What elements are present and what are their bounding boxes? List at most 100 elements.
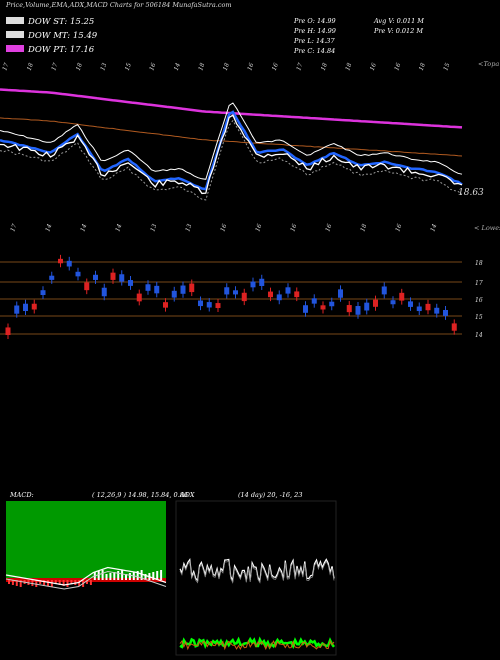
pre-low: Pre L: 14.37	[294, 37, 335, 45]
macd-histogram-bar	[117, 571, 120, 580]
mid-date-tick: 14	[44, 223, 53, 233]
candle-body	[355, 306, 361, 315]
mid-date-tick: 13	[149, 223, 158, 233]
dow-pt-line	[0, 88, 463, 129]
candle-body	[189, 283, 195, 293]
price-level-label: 17	[475, 280, 483, 287]
candle-body	[93, 274, 98, 280]
top-date-tick: 18	[75, 62, 84, 72]
pre-volume: Pre V: 0.012 M	[374, 27, 424, 35]
macd-histogram-bar	[144, 574, 147, 580]
macd-histogram-bar	[54, 580, 57, 584]
macd-histogram-bar	[140, 570, 143, 580]
mid-date-tick: 14	[429, 223, 438, 233]
candle-body	[180, 285, 186, 294]
macd-signal-line	[5, 570, 167, 590]
candle-body	[198, 300, 203, 307]
macd-histogram-bar	[125, 574, 127, 580]
candle-body	[390, 300, 396, 305]
candle-body	[154, 285, 160, 294]
candle-body	[241, 292, 247, 302]
adx-panel	[175, 500, 337, 656]
legend-dow-st: DOW ST: 15.25	[6, 17, 94, 27]
macd-histogram-bar	[15, 580, 18, 586]
candle-body	[346, 305, 352, 313]
macd-histogram-bar	[152, 572, 155, 580]
candle-body	[101, 287, 107, 297]
mid-date-tick: 18	[359, 223, 368, 233]
macd-histogram-bar	[43, 580, 46, 585]
avg-volume: Avg V: 0.011 M	[374, 17, 424, 25]
candle-body	[381, 286, 387, 295]
macd-histogram-bar	[105, 574, 108, 580]
candle-body	[128, 280, 133, 286]
candle-body	[259, 278, 265, 286]
candle-body	[311, 298, 317, 304]
macd-histogram-bar	[47, 580, 49, 586]
macd-histogram-bar	[11, 580, 14, 585]
price-level-label: 18	[475, 260, 483, 267]
ema-long-line	[0, 117, 463, 157]
macd-histogram-bar	[66, 580, 69, 587]
legend-dow-pt: DOW PT: 17.16	[6, 45, 94, 55]
top-date-tick: 17	[50, 62, 59, 72]
price-level-label: 14	[475, 332, 483, 339]
price-level-label: 15	[475, 314, 483, 321]
macd-histogram-bar	[19, 580, 22, 587]
candle-body	[215, 303, 221, 309]
macd-histogram-bar	[58, 580, 61, 585]
top-date-tick: 18	[26, 62, 35, 72]
macd-label: MACD:	[10, 491, 34, 499]
candle-body	[49, 275, 55, 280]
macd-histogram-bar	[156, 571, 159, 580]
candle-body	[23, 303, 28, 312]
pre-close: Pre C: 14.84	[294, 47, 336, 55]
candle-body	[416, 306, 422, 312]
mid-date-tick: 16	[394, 223, 403, 233]
candle-body	[119, 274, 125, 282]
top-right-label: <Topa	[478, 60, 500, 68]
macd-histogram-bar	[78, 580, 81, 586]
adx-params: (14 day) 20, -16, 23	[238, 491, 303, 499]
candle-body	[320, 305, 326, 310]
candle-body	[364, 302, 370, 311]
macd-histogram-bar	[62, 580, 65, 586]
adx-shadow-line	[179, 560, 335, 584]
macd-histogram-bar	[39, 580, 42, 584]
macd-lower-area	[6, 580, 166, 655]
top-date-tick: 16	[369, 62, 378, 72]
ema-blue-line	[0, 110, 463, 191]
top-date-tick: 15	[124, 62, 133, 72]
macd-histogram-bar	[128, 573, 131, 580]
mid-date-tick: 16	[324, 223, 333, 233]
candle-body	[163, 302, 168, 308]
candle-body	[303, 305, 308, 313]
macd-histogram-bar	[97, 571, 100, 580]
pre-high: Pre H: 14.99	[294, 27, 336, 35]
candle-body	[66, 260, 72, 267]
candle-body	[268, 291, 273, 298]
mid-date-tick: 16	[254, 223, 263, 233]
macd-histogram-bar	[160, 570, 163, 580]
candle-body	[373, 299, 378, 307]
macd-histogram-bar	[121, 570, 124, 580]
top-date-tick: 16	[271, 62, 280, 72]
candle-body	[434, 307, 440, 314]
candle-body	[110, 272, 116, 280]
macd-histogram-bar	[136, 571, 139, 580]
top-date-tick: 15	[442, 62, 451, 72]
top-date-tick: 18	[344, 62, 353, 72]
top-date-tick: 16	[393, 62, 402, 72]
minus-di-line	[179, 639, 335, 651]
candle-body	[443, 309, 448, 316]
candle-body	[276, 294, 282, 301]
candle-body	[224, 287, 230, 295]
top-date-tick: 16	[148, 62, 157, 72]
candle-body	[84, 282, 90, 291]
price-level-label: 16	[475, 297, 483, 304]
top-date-tick: 18	[418, 62, 427, 72]
macd-params: ( 12,26,9 ) 14.98, 15.84, 0.86	[92, 491, 189, 499]
macd-histogram-bar	[31, 580, 34, 586]
mid-date-tick: 16	[219, 223, 228, 233]
